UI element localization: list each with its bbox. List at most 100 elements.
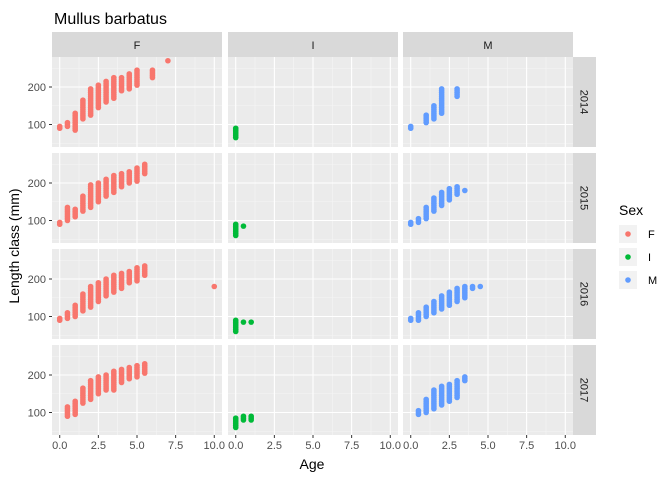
data-point xyxy=(438,86,445,92)
x-tick-label: 0.0 xyxy=(403,440,418,452)
data-point xyxy=(431,195,437,201)
data-point xyxy=(232,221,239,228)
data-point xyxy=(423,112,429,118)
data-point xyxy=(111,272,117,279)
data-point xyxy=(462,187,468,194)
data-point xyxy=(118,270,125,277)
facet-strip-label: I xyxy=(311,40,314,52)
data-point xyxy=(240,223,247,229)
panel-M-2016 xyxy=(403,249,573,339)
data-point xyxy=(454,183,460,190)
data-point xyxy=(95,82,102,88)
y-tick-label: 200 xyxy=(28,274,46,286)
legend: Sex FIM xyxy=(619,202,657,289)
facet-strip-label: F xyxy=(134,40,141,52)
x-tick-label: 0.0 xyxy=(228,440,243,452)
x-tick-label: 2.5 xyxy=(267,440,282,452)
data-point xyxy=(431,387,437,393)
facet-strip-label: M xyxy=(483,40,492,52)
data-point xyxy=(95,374,102,380)
data-point xyxy=(477,283,484,290)
data-point xyxy=(248,413,254,420)
data-point xyxy=(407,219,414,226)
data-point xyxy=(438,293,445,299)
data-point xyxy=(415,309,422,316)
data-point xyxy=(462,374,468,380)
panel-I-2017 xyxy=(228,345,398,435)
legend-label: I xyxy=(648,252,651,264)
data-point xyxy=(80,193,86,199)
data-point xyxy=(141,161,148,168)
x-tick-label: 5.0 xyxy=(305,440,320,452)
y-axes: 100 200 100 200 100 200 100 200 xyxy=(28,82,52,420)
y-tick-label: 200 xyxy=(28,178,46,190)
data-point xyxy=(423,396,429,403)
data-point xyxy=(134,67,140,73)
data-point xyxy=(423,204,429,211)
data-point xyxy=(111,368,117,375)
data-point xyxy=(141,263,148,269)
x-tick-label: 10.0 xyxy=(380,440,401,452)
x-tick-label: 7.5 xyxy=(344,440,359,452)
data-point xyxy=(454,86,460,92)
data-point xyxy=(462,283,468,290)
facet-strip-2014 xyxy=(573,57,596,147)
data-point xyxy=(80,291,86,297)
x-tick-label: 7.5 xyxy=(168,440,183,452)
facet-strip-2017 xyxy=(573,345,596,435)
panel-F-2014 xyxy=(52,57,222,147)
data-point xyxy=(126,268,133,275)
data-point xyxy=(415,407,422,414)
facet-panels: F I M 2014 2015 2016 2017 xyxy=(52,32,596,435)
data-point xyxy=(64,119,71,126)
data-point xyxy=(87,377,94,384)
x-tick-label: 5.0 xyxy=(480,440,495,452)
data-point xyxy=(64,309,71,316)
data-point xyxy=(232,415,239,421)
data-point xyxy=(103,176,109,183)
facet-strip-F xyxy=(52,32,222,57)
x-tick-label: 0.0 xyxy=(52,440,67,452)
data-point xyxy=(469,283,476,290)
data-point xyxy=(438,383,445,390)
x-tick-label: 10.0 xyxy=(204,440,225,452)
data-point xyxy=(72,110,78,117)
data-point xyxy=(72,302,78,309)
panel-M-2017 xyxy=(403,345,573,435)
data-point xyxy=(446,381,453,388)
panel-F-2015 xyxy=(52,153,222,243)
data-point xyxy=(431,102,437,109)
data-point xyxy=(56,123,63,130)
data-point xyxy=(134,165,140,171)
legend-key-point xyxy=(625,231,631,237)
data-point xyxy=(118,170,125,177)
data-point xyxy=(111,172,117,179)
facet-strip-label: 2015 xyxy=(578,186,590,210)
panel-I-2014 xyxy=(228,57,398,147)
data-point xyxy=(165,57,171,64)
data-point xyxy=(149,67,156,73)
data-point xyxy=(240,413,247,420)
facet-strip-label: 2016 xyxy=(578,282,590,306)
data-point xyxy=(423,304,429,310)
data-point xyxy=(232,317,239,324)
data-point xyxy=(118,74,125,81)
data-point xyxy=(95,279,102,286)
legend-label: F xyxy=(648,229,655,241)
x-tick-label: 2.5 xyxy=(442,440,457,452)
legend-key-point xyxy=(625,254,631,260)
data-point xyxy=(134,264,140,271)
data-point xyxy=(118,366,125,373)
x-tick-label: 2.5 xyxy=(91,440,106,452)
data-point xyxy=(407,315,414,322)
y-tick-label: 100 xyxy=(28,120,46,132)
x-tick-label: 10.0 xyxy=(555,440,576,452)
data-point xyxy=(446,185,453,192)
data-point xyxy=(126,168,133,175)
legend-title: Sex xyxy=(619,202,643,218)
data-point xyxy=(126,71,133,77)
data-point xyxy=(232,125,239,132)
facet-strip-label: 2014 xyxy=(578,90,590,114)
data-point xyxy=(56,219,63,226)
